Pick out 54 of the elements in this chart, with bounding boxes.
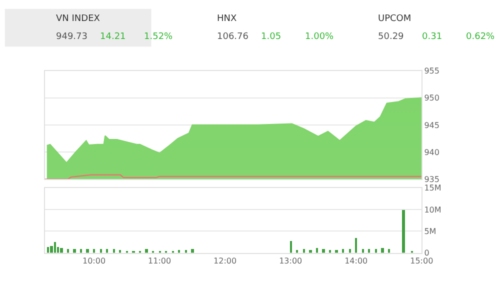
text: 0.31 xyxy=(422,32,442,42)
text: 14.21 xyxy=(100,32,126,42)
bar xyxy=(316,248,318,253)
y-tick-label: 935 xyxy=(424,175,440,184)
x-tick-label: 12:00 xyxy=(214,256,237,266)
bar xyxy=(348,248,351,253)
y-tick-label: 940 xyxy=(424,148,440,157)
bar xyxy=(92,248,95,253)
bar xyxy=(368,248,370,253)
bar xyxy=(354,238,357,253)
text: 1.52% xyxy=(144,32,174,42)
text: 50.29 xyxy=(378,32,404,42)
bar xyxy=(190,248,194,253)
text: 106.76 xyxy=(217,32,249,42)
text: UPCOM xyxy=(378,14,412,24)
bar xyxy=(54,242,56,253)
bar xyxy=(362,248,364,253)
x-tick-label: 13:00 xyxy=(279,256,302,266)
x-tick-label: 14:00 xyxy=(344,256,368,266)
bar xyxy=(100,248,102,253)
bar xyxy=(60,248,63,253)
bar xyxy=(86,248,89,253)
bar xyxy=(322,248,325,253)
y-tick-label: 0 xyxy=(424,248,430,258)
bar xyxy=(46,246,49,253)
bar xyxy=(374,248,377,253)
x-tick-label: 10:00 xyxy=(82,256,106,266)
bar xyxy=(388,248,390,253)
bar xyxy=(106,248,108,253)
y-tick-label: 950 xyxy=(424,94,440,103)
x-tick-label: 11:00 xyxy=(148,256,172,266)
bar xyxy=(290,240,292,253)
bar xyxy=(72,248,76,253)
y-tick-label: 15M xyxy=(424,184,442,193)
bar xyxy=(112,248,115,253)
bar xyxy=(50,246,53,253)
x-tick-label: 15:00 xyxy=(410,256,434,266)
text: HNX xyxy=(217,14,237,24)
bar xyxy=(144,248,148,253)
bar xyxy=(342,248,344,253)
bar xyxy=(66,248,69,253)
y-tick-label: 945 xyxy=(424,120,440,130)
bar xyxy=(80,248,82,253)
y-tick-label: 955 xyxy=(424,66,440,76)
text: 1.05 xyxy=(261,32,282,42)
bar xyxy=(402,210,405,253)
y-tick-label: 10M xyxy=(424,205,442,214)
text: 0.62% xyxy=(466,32,496,42)
text: VN INDEX xyxy=(56,14,100,24)
text: 949.73 xyxy=(56,32,88,42)
bar xyxy=(380,248,384,253)
bar xyxy=(302,248,305,253)
y-tick-label: 5M xyxy=(424,226,436,236)
text: 1.00% xyxy=(305,32,334,42)
